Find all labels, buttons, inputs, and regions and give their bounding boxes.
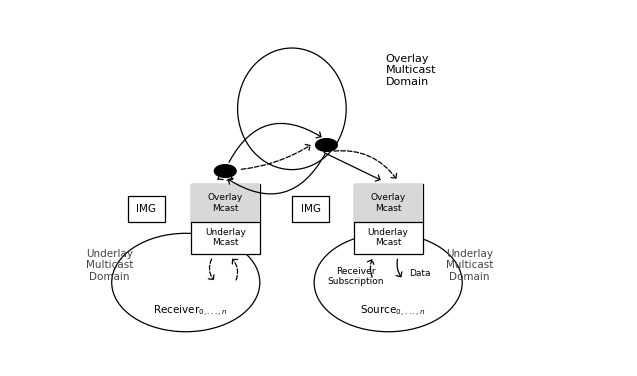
- Text: Underlay
Mcast: Underlay Mcast: [205, 228, 246, 247]
- Text: Receiver$_{0,...,n}$: Receiver$_{0,...,n}$: [154, 304, 228, 319]
- Text: Overlay
Multicast
Domain: Overlay Multicast Domain: [386, 54, 436, 87]
- Bar: [354, 184, 423, 222]
- Text: IMG: IMG: [136, 204, 156, 214]
- Bar: [292, 196, 329, 222]
- Bar: [190, 184, 260, 253]
- Text: Underlay
Mcast: Underlay Mcast: [368, 228, 408, 247]
- Text: Overlay
Mcast: Overlay Mcast: [371, 193, 406, 212]
- Text: Receiver
Subscription: Receiver Subscription: [328, 267, 384, 287]
- Text: Overlay
Mcast: Overlay Mcast: [208, 193, 243, 212]
- Text: Underlay
Multicast
Domain: Underlay Multicast Domain: [85, 249, 133, 282]
- Circle shape: [215, 165, 236, 177]
- Bar: [190, 184, 260, 222]
- Text: Source$_{0,...,n}$: Source$_{0,...,n}$: [361, 304, 426, 319]
- Text: IMG: IMG: [301, 204, 320, 214]
- Bar: [354, 184, 423, 253]
- Bar: [128, 196, 165, 222]
- Text: Underlay
Multicast
Domain: Underlay Multicast Domain: [446, 249, 493, 282]
- Text: Data: Data: [410, 269, 431, 278]
- Circle shape: [315, 139, 338, 152]
